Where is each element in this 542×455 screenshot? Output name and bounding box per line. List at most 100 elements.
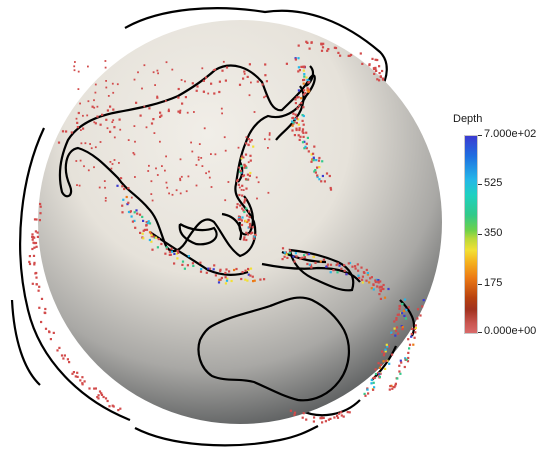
quake-marker: [303, 89, 306, 92]
quake-marker: [165, 246, 168, 249]
quake-marker: [245, 238, 248, 242]
quake-marker: [139, 114, 142, 117]
quake-marker: [148, 107, 151, 110]
quake-marker: [177, 251, 180, 254]
quake-marker: [116, 184, 119, 187]
quake-marker: [35, 271, 38, 275]
quake-marker: [241, 155, 244, 158]
quake-marker: [291, 117, 294, 120]
quake-marker: [243, 199, 246, 202]
quake-marker: [177, 87, 180, 91]
quake-marker: [176, 249, 179, 252]
quake-marker: [316, 166, 319, 169]
quake-marker: [133, 153, 136, 156]
quake-marker: [405, 309, 408, 312]
quake-marker: [33, 236, 36, 239]
quake-marker: [96, 396, 99, 399]
quake-marker: [298, 127, 301, 130]
quake-marker: [388, 388, 391, 391]
quake-marker: [317, 159, 321, 162]
quake-marker: [241, 216, 244, 219]
quake-marker: [223, 136, 226, 139]
quake-marker: [318, 166, 321, 169]
quake-marker: [295, 128, 298, 132]
quake-marker: [94, 122, 97, 125]
quake-marker: [245, 231, 248, 234]
quake-marker: [145, 126, 148, 129]
quake-marker: [301, 130, 304, 133]
quake-marker: [358, 276, 361, 279]
quake-marker: [139, 231, 142, 234]
quake-marker: [245, 136, 248, 139]
quake-marker: [240, 277, 243, 281]
quake-marker: [93, 106, 96, 109]
quake-marker: [207, 267, 210, 270]
quake-marker: [242, 156, 245, 159]
quake-marker: [379, 363, 383, 366]
quake-marker: [421, 305, 424, 308]
quake-marker: [322, 416, 325, 419]
quake-marker: [249, 140, 252, 143]
quake-marker: [361, 62, 364, 65]
quake-marker: [297, 134, 300, 137]
quake-marker: [159, 140, 161, 143]
quake-marker: [247, 273, 250, 276]
quake-marker: [210, 82, 213, 85]
quake-marker: [28, 255, 31, 258]
quake-marker: [103, 180, 106, 182]
quake-marker: [383, 296, 387, 299]
quake-marker: [142, 229, 145, 232]
quake-marker: [414, 326, 417, 330]
quake-marker: [81, 382, 84, 385]
quake-marker: [201, 67, 204, 70]
quake-marker: [72, 371, 75, 374]
quake-marker: [283, 255, 286, 258]
quake-marker: [119, 177, 122, 179]
quake-marker: [87, 100, 90, 103]
quake-marker: [403, 365, 406, 369]
quake-marker: [336, 414, 339, 418]
quake-marker: [61, 130, 65, 133]
quake-marker: [186, 111, 189, 114]
quake-marker: [403, 298, 407, 301]
quake-marker: [324, 420, 327, 423]
quake-marker: [165, 247, 168, 250]
quake-marker: [256, 80, 259, 83]
quake-marker: [150, 240, 153, 243]
quake-marker: [294, 102, 297, 105]
quake-marker: [168, 192, 170, 195]
quake-marker: [125, 195, 128, 199]
quake-marker: [343, 269, 346, 272]
quake-marker: [156, 96, 159, 99]
quake-marker: [241, 271, 244, 274]
quake-marker: [65, 130, 68, 133]
quake-marker: [306, 262, 309, 266]
quake-marker: [397, 313, 401, 316]
quake-marker: [390, 331, 393, 334]
quake-marker: [241, 175, 244, 178]
quake-marker: [389, 385, 392, 388]
quake-marker: [224, 271, 227, 274]
quake-marker: [238, 186, 241, 189]
quake-marker: [184, 96, 187, 99]
quake-marker: [101, 113, 104, 116]
quake-marker: [247, 218, 250, 222]
quake-marker: [210, 153, 212, 155]
quake-marker: [246, 279, 249, 282]
quake-marker: [239, 171, 243, 174]
quake-marker: [171, 68, 174, 71]
quake-marker: [80, 142, 83, 145]
quake-marker: [111, 121, 114, 123]
quake-marker: [394, 334, 397, 337]
quake-marker: [394, 384, 397, 387]
quake-marker: [359, 52, 362, 55]
quake-marker: [249, 224, 252, 227]
quake-marker: [291, 124, 294, 127]
quake-marker: [401, 302, 404, 306]
quake-marker: [361, 275, 364, 278]
quake-marker: [205, 271, 208, 274]
quake-marker: [181, 260, 185, 263]
quake-marker: [347, 54, 350, 57]
